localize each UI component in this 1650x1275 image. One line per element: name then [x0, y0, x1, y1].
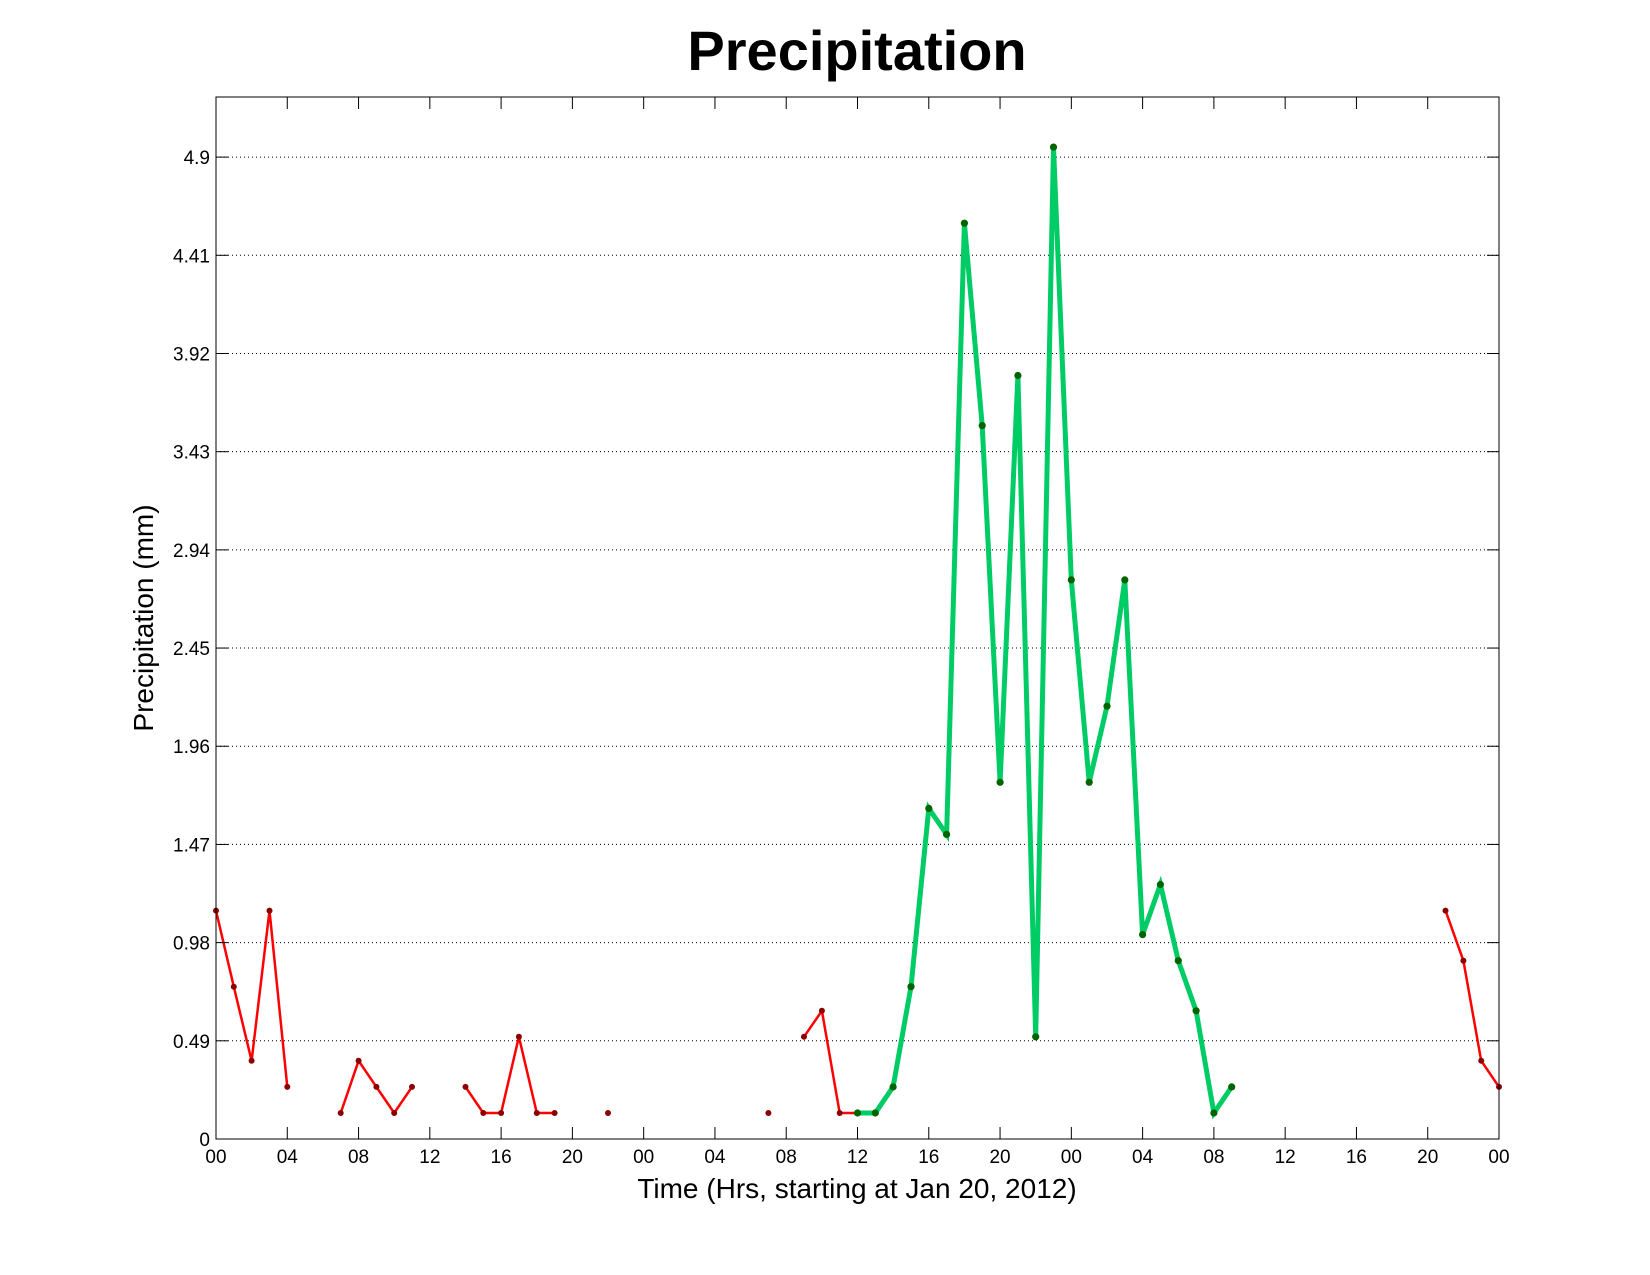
data-point — [925, 804, 933, 813]
x-tick-label: 04 — [704, 1147, 726, 1168]
data-point — [871, 1109, 879, 1117]
data-point — [889, 1083, 897, 1091]
x-tick-label: 08 — [776, 1147, 797, 1168]
y-tick-label: 0.49 — [173, 1032, 210, 1053]
series-line — [1444, 910, 1501, 1088]
data-point — [1085, 778, 1093, 786]
x-tick-label: 12 — [847, 1147, 868, 1168]
x-tick-label: 12 — [419, 1147, 440, 1168]
data-point — [1049, 143, 1058, 151]
data-point — [373, 1083, 380, 1090]
x-tick-label: 20 — [989, 1147, 1010, 1168]
data-point — [1139, 931, 1147, 939]
x-tick-label: 00 — [205, 1147, 226, 1168]
plot-area — [216, 97, 1499, 1139]
data-point — [605, 1110, 611, 1116]
x-tick-label: 16 — [918, 1147, 939, 1168]
data-point — [853, 1109, 862, 1117]
series-group — [213, 907, 1502, 1116]
data-point — [480, 1110, 487, 1116]
data-point — [284, 1083, 291, 1090]
y-tick-label: 0 — [199, 1130, 210, 1151]
series-line — [857, 146, 1234, 1120]
y-tick-label: 3.43 — [173, 443, 210, 464]
x-tick-label: 20 — [1417, 1147, 1438, 1168]
data-point — [462, 1083, 469, 1090]
data-point — [960, 219, 969, 227]
x-tick-label: 20 — [562, 1147, 583, 1168]
x-tick-label: 08 — [348, 1147, 369, 1168]
data-point — [551, 1110, 558, 1116]
data-point — [996, 778, 1004, 786]
x-tick-label: 08 — [1203, 1147, 1224, 1168]
data-point — [337, 1110, 344, 1116]
x-tick-label: 00 — [1061, 1147, 1082, 1168]
y-tick-label: 3.92 — [173, 344, 210, 365]
data-point — [1032, 1033, 1040, 1041]
data-point — [1121, 576, 1129, 584]
y-tick-label: 4.41 — [173, 246, 210, 267]
data-point — [1460, 957, 1467, 964]
data-point — [248, 1057, 255, 1064]
data-point — [391, 1110, 398, 1116]
y-axis-label: Precipitation (mm) — [128, 504, 159, 731]
x-axis-label: Time (Hrs, starting at Jan 20, 2012) — [637, 1173, 1076, 1204]
y-tick-label: 1.47 — [173, 835, 210, 856]
data-point — [533, 1110, 540, 1116]
data-point — [266, 907, 273, 914]
data-point — [765, 1110, 772, 1116]
data-point — [1174, 957, 1182, 965]
x-tick-label: 12 — [1275, 1147, 1296, 1168]
data-point — [1228, 1083, 1236, 1091]
data-point — [978, 422, 986, 430]
data-point — [1442, 907, 1449, 914]
data-point — [907, 983, 915, 991]
y-tick-label: 2.45 — [173, 639, 210, 660]
y-tick-label: 2.94 — [173, 541, 210, 562]
data-point — [943, 830, 951, 839]
data-point — [409, 1083, 415, 1090]
data-point — [1067, 576, 1075, 584]
series-group — [853, 143, 1236, 1120]
data-point — [355, 1057, 362, 1064]
y-tick-label: 0.98 — [173, 934, 210, 955]
x-tick-label: 16 — [1346, 1147, 1367, 1168]
series-line — [802, 1007, 858, 1115]
data-point — [1210, 1109, 1218, 1117]
data-point — [498, 1110, 505, 1116]
data-point — [1014, 371, 1022, 380]
x-tick-label: 04 — [277, 1147, 299, 1168]
data-point — [836, 1110, 843, 1116]
data-point — [801, 1033, 807, 1040]
data-point — [1478, 1057, 1485, 1064]
x-tick-label: 00 — [1488, 1147, 1509, 1168]
data-point — [1156, 880, 1164, 889]
x-tick-label: 04 — [1132, 1147, 1154, 1168]
data-point — [230, 983, 237, 990]
y-tick-label: 1.96 — [173, 737, 210, 758]
data-point — [1192, 1007, 1200, 1015]
axis-ticks: 0 0.49 0.98 1.47 1.96 2.45 2.94 3.43 3.92 4.41 4.9… — [173, 97, 1510, 1168]
x-tick-label: 00 — [633, 1147, 654, 1168]
data-point — [818, 1007, 825, 1014]
x-tick-label: 16 — [491, 1147, 512, 1168]
y-tick-label: 4.9 — [184, 148, 210, 169]
data-series — [213, 143, 1502, 1120]
data-point — [1103, 702, 1111, 710]
data-point — [515, 1033, 522, 1040]
chart-title: Precipitation — [687, 19, 1026, 82]
